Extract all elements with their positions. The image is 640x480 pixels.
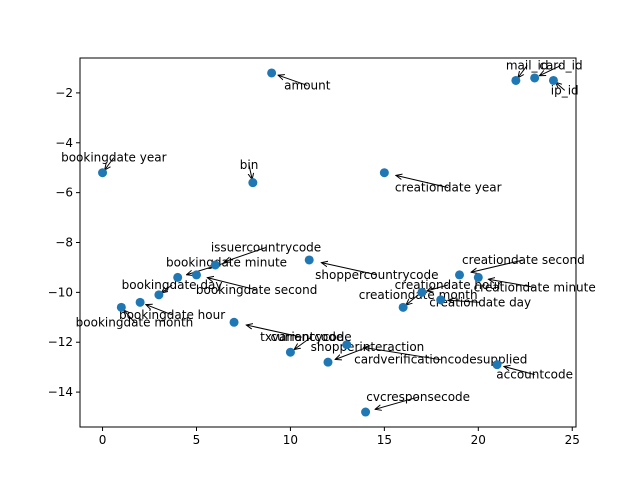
y-tick-label: −12 <box>48 335 73 349</box>
annotation-arrow <box>448 300 481 302</box>
data-point <box>398 302 408 312</box>
annotation-arrow <box>471 259 524 272</box>
point-label: cardverificationcodesupplied <box>354 353 527 367</box>
annotation-arrow <box>124 310 135 323</box>
point-label: bookingdate year <box>61 151 167 165</box>
annotation-arrow <box>146 305 173 316</box>
data-point <box>379 168 389 178</box>
data-point <box>135 297 145 307</box>
data-point <box>548 75 558 85</box>
x-tick-label: 5 <box>193 433 201 447</box>
point-label: issuercountrycode <box>211 240 321 254</box>
data-point <box>436 295 446 305</box>
point-label: bookingdate minute <box>166 255 287 269</box>
data-point <box>98 168 108 178</box>
y-tick-label: −6 <box>55 186 73 200</box>
point-label: creationdate year <box>395 181 502 195</box>
annotation-arrow <box>518 65 528 77</box>
annotation-arrow <box>406 294 419 305</box>
y-tick-label: −4 <box>55 136 73 150</box>
x-tick-label: 0 <box>99 433 107 447</box>
y-tick-label: −8 <box>55 236 73 250</box>
annotation-arrow <box>364 347 441 361</box>
point-label: bin <box>240 158 259 172</box>
data-point <box>342 340 352 350</box>
data-point <box>191 270 201 280</box>
point-label: currencycode <box>270 330 351 344</box>
annotation-arrow <box>278 75 308 86</box>
data-point <box>154 290 164 300</box>
annotation-arrow <box>396 175 449 189</box>
annotation-arrow <box>555 82 566 91</box>
data-point <box>361 407 371 417</box>
y-tick-label: −2 <box>55 86 73 100</box>
data-point <box>267 68 277 78</box>
data-point <box>210 260 220 270</box>
annotation-arrow <box>207 278 257 291</box>
data-point <box>455 270 465 280</box>
point-label: creationdate day <box>429 295 531 309</box>
annotation-arrow <box>335 346 368 359</box>
data-point <box>248 178 258 188</box>
point-label: txvariantcode <box>260 330 343 344</box>
data-point <box>323 357 333 367</box>
point-label: shoppercountrycode <box>315 268 438 282</box>
point-label: accountcode <box>496 368 573 382</box>
data-point <box>304 255 314 265</box>
annotation-arrow <box>105 157 115 170</box>
point-label: creationdate second <box>462 253 585 267</box>
annotation-arrow <box>249 165 252 179</box>
x-tick-label: 20 <box>471 433 486 447</box>
annotation-arrow <box>427 284 449 291</box>
data-point <box>530 73 540 83</box>
data-point <box>173 272 183 282</box>
data-point <box>492 360 502 370</box>
annotation-arrow <box>504 366 535 376</box>
y-axis: −14 −12 −10 −8 −6 −4 −2 <box>48 86 80 399</box>
x-tick-label: 10 <box>283 433 298 447</box>
data-point <box>511 75 521 85</box>
data-point <box>285 347 295 357</box>
annotation-arrow <box>161 284 173 293</box>
x-tick-label: 25 <box>565 433 580 447</box>
data-point <box>116 302 126 312</box>
annotation-arrow <box>246 325 302 338</box>
point-label: cvcresponsecode <box>366 390 470 404</box>
point-label: ip_id <box>551 83 579 97</box>
annotation-arrow <box>539 65 562 75</box>
data-point <box>417 287 427 297</box>
point-label: bookingdate hour <box>119 308 225 322</box>
x-axis: 0 5 10 15 20 25 <box>99 427 580 447</box>
y-tick-label: −14 <box>48 385 73 399</box>
point-label: bookingdate second <box>196 283 317 297</box>
point-label: bookingdate month <box>76 315 194 329</box>
annotation-arrow <box>375 396 419 409</box>
data-points <box>98 68 558 417</box>
x-tick-label: 15 <box>377 433 392 447</box>
data-point <box>473 272 483 282</box>
annotation-arrow <box>488 279 535 288</box>
y-tick-label: −10 <box>48 285 73 299</box>
point-label: card_id <box>539 58 582 72</box>
annotation-arrow <box>224 247 267 261</box>
annotation-arrow <box>321 263 377 276</box>
data-point <box>229 317 239 327</box>
point-label: mail_id <box>506 58 549 72</box>
point-label: creationdate minute <box>474 280 596 294</box>
annotation-arrow <box>294 336 312 349</box>
point-label: amount <box>284 78 331 92</box>
point-label: bookingdate day <box>122 278 223 292</box>
